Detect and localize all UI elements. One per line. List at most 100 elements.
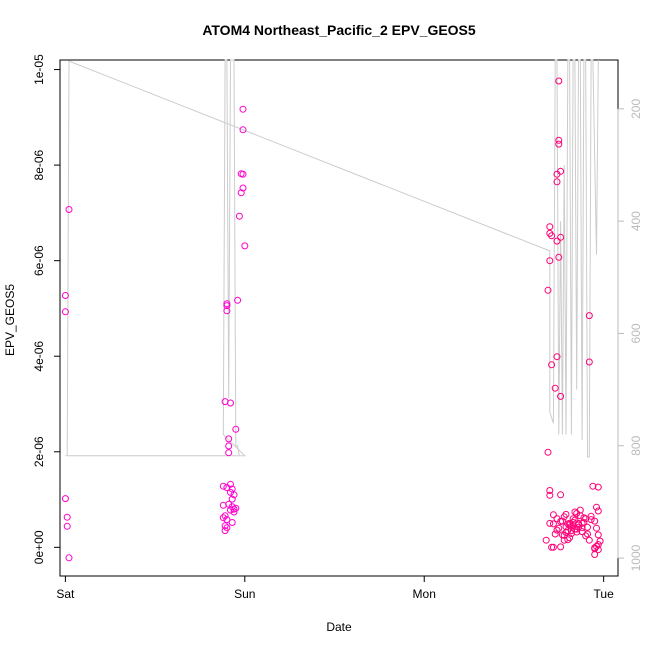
data-point [225, 449, 233, 457]
data-point [239, 184, 247, 192]
plot-frame [59, 59, 619, 577]
data-point [584, 530, 591, 538]
data-point [548, 232, 556, 240]
data-point [587, 512, 595, 520]
y2-tick-label: 400 [629, 211, 643, 231]
data-point [555, 140, 563, 148]
data-point [63, 513, 71, 521]
data-point [548, 361, 556, 369]
points-group [61, 77, 604, 562]
y2-tick-label: 200 [629, 99, 643, 119]
data-point [555, 253, 563, 261]
data-point [585, 312, 593, 320]
x-tick-label: Tue [594, 587, 615, 601]
data-point [575, 523, 582, 531]
data-point [569, 519, 577, 526]
data-point [227, 488, 234, 496]
data-point [223, 302, 231, 310]
data-point [546, 487, 554, 494]
data-point [219, 501, 227, 509]
data-point [557, 233, 565, 241]
data-point [562, 523, 570, 531]
data-point [232, 425, 240, 433]
data-point [555, 136, 563, 144]
y2-axis: 200 400 600 800 1000 [617, 99, 643, 571]
data-point [555, 524, 563, 532]
data-point [230, 491, 238, 499]
data-point [560, 536, 568, 544]
data-point [63, 522, 71, 530]
data-point [553, 178, 561, 186]
data-point [569, 515, 577, 523]
data-point [555, 77, 563, 85]
data-point [546, 491, 554, 499]
data-point [228, 495, 236, 503]
data-point [557, 392, 565, 400]
y-axis: 0e+00 2e-06 4e-06 6e-06 8e-06 1e-05 [32, 54, 61, 564]
data-point [553, 526, 561, 534]
data-point [61, 495, 69, 503]
data-point [223, 300, 231, 308]
data-point [239, 126, 247, 134]
data-point [219, 514, 227, 522]
data-point [239, 170, 247, 178]
data-point [593, 524, 600, 532]
chart-title: ATOM4 Northeast_Pacific_2 EPV_GEOS5 [202, 22, 476, 38]
data-point [237, 189, 245, 197]
data-point [223, 516, 231, 524]
data-point [61, 308, 69, 316]
y-axis-label: EPV_GEOS5 [3, 284, 17, 356]
data-point [235, 212, 243, 220]
data-point [562, 510, 570, 518]
data-point [587, 516, 595, 524]
data-point [594, 507, 602, 515]
data-point [578, 519, 586, 527]
data-point [566, 521, 574, 529]
data-point [241, 242, 249, 250]
y-tick-label: 8e-06 [32, 149, 46, 180]
data-point [232, 504, 240, 512]
y-tick-label: 0e+00 [32, 530, 46, 564]
data-point [61, 292, 69, 299]
data-point [544, 286, 552, 294]
y2-tick-label: 1000 [629, 544, 643, 571]
data-point [228, 519, 236, 526]
x-tick-label: Sat [56, 587, 75, 601]
data-point [557, 491, 565, 499]
data-point [230, 508, 238, 516]
data-point [573, 528, 581, 536]
data-point [553, 353, 561, 361]
data-point [546, 519, 554, 527]
data-point [582, 532, 590, 540]
y-tick-label: 6e-06 [32, 245, 46, 276]
pressure-line-group [65, 59, 599, 458]
data-point [591, 517, 599, 525]
data-point [576, 506, 584, 514]
data-point [594, 546, 602, 554]
data-point [544, 448, 552, 456]
data-point [551, 530, 559, 538]
data-point [584, 523, 591, 531]
data-point [227, 399, 234, 407]
data-point [557, 543, 565, 551]
data-point [219, 482, 227, 490]
data-point [551, 384, 559, 392]
y2-tick-label: 600 [629, 323, 643, 343]
data-point [549, 520, 557, 528]
pressure-line [66, 59, 599, 458]
data-point [549, 511, 557, 519]
data-point [223, 307, 231, 315]
data-point [225, 435, 233, 443]
data-point [564, 536, 572, 544]
data-point [573, 525, 581, 533]
data-point [594, 531, 602, 539]
data-point [596, 537, 604, 545]
y-tick-label: 4e-06 [32, 341, 46, 372]
data-point [553, 237, 561, 245]
data-point [585, 358, 593, 366]
x-axis: Sat Sun Mon Tue [56, 575, 615, 601]
data-point [65, 554, 73, 562]
data-point [546, 223, 554, 231]
data-point [594, 483, 602, 491]
